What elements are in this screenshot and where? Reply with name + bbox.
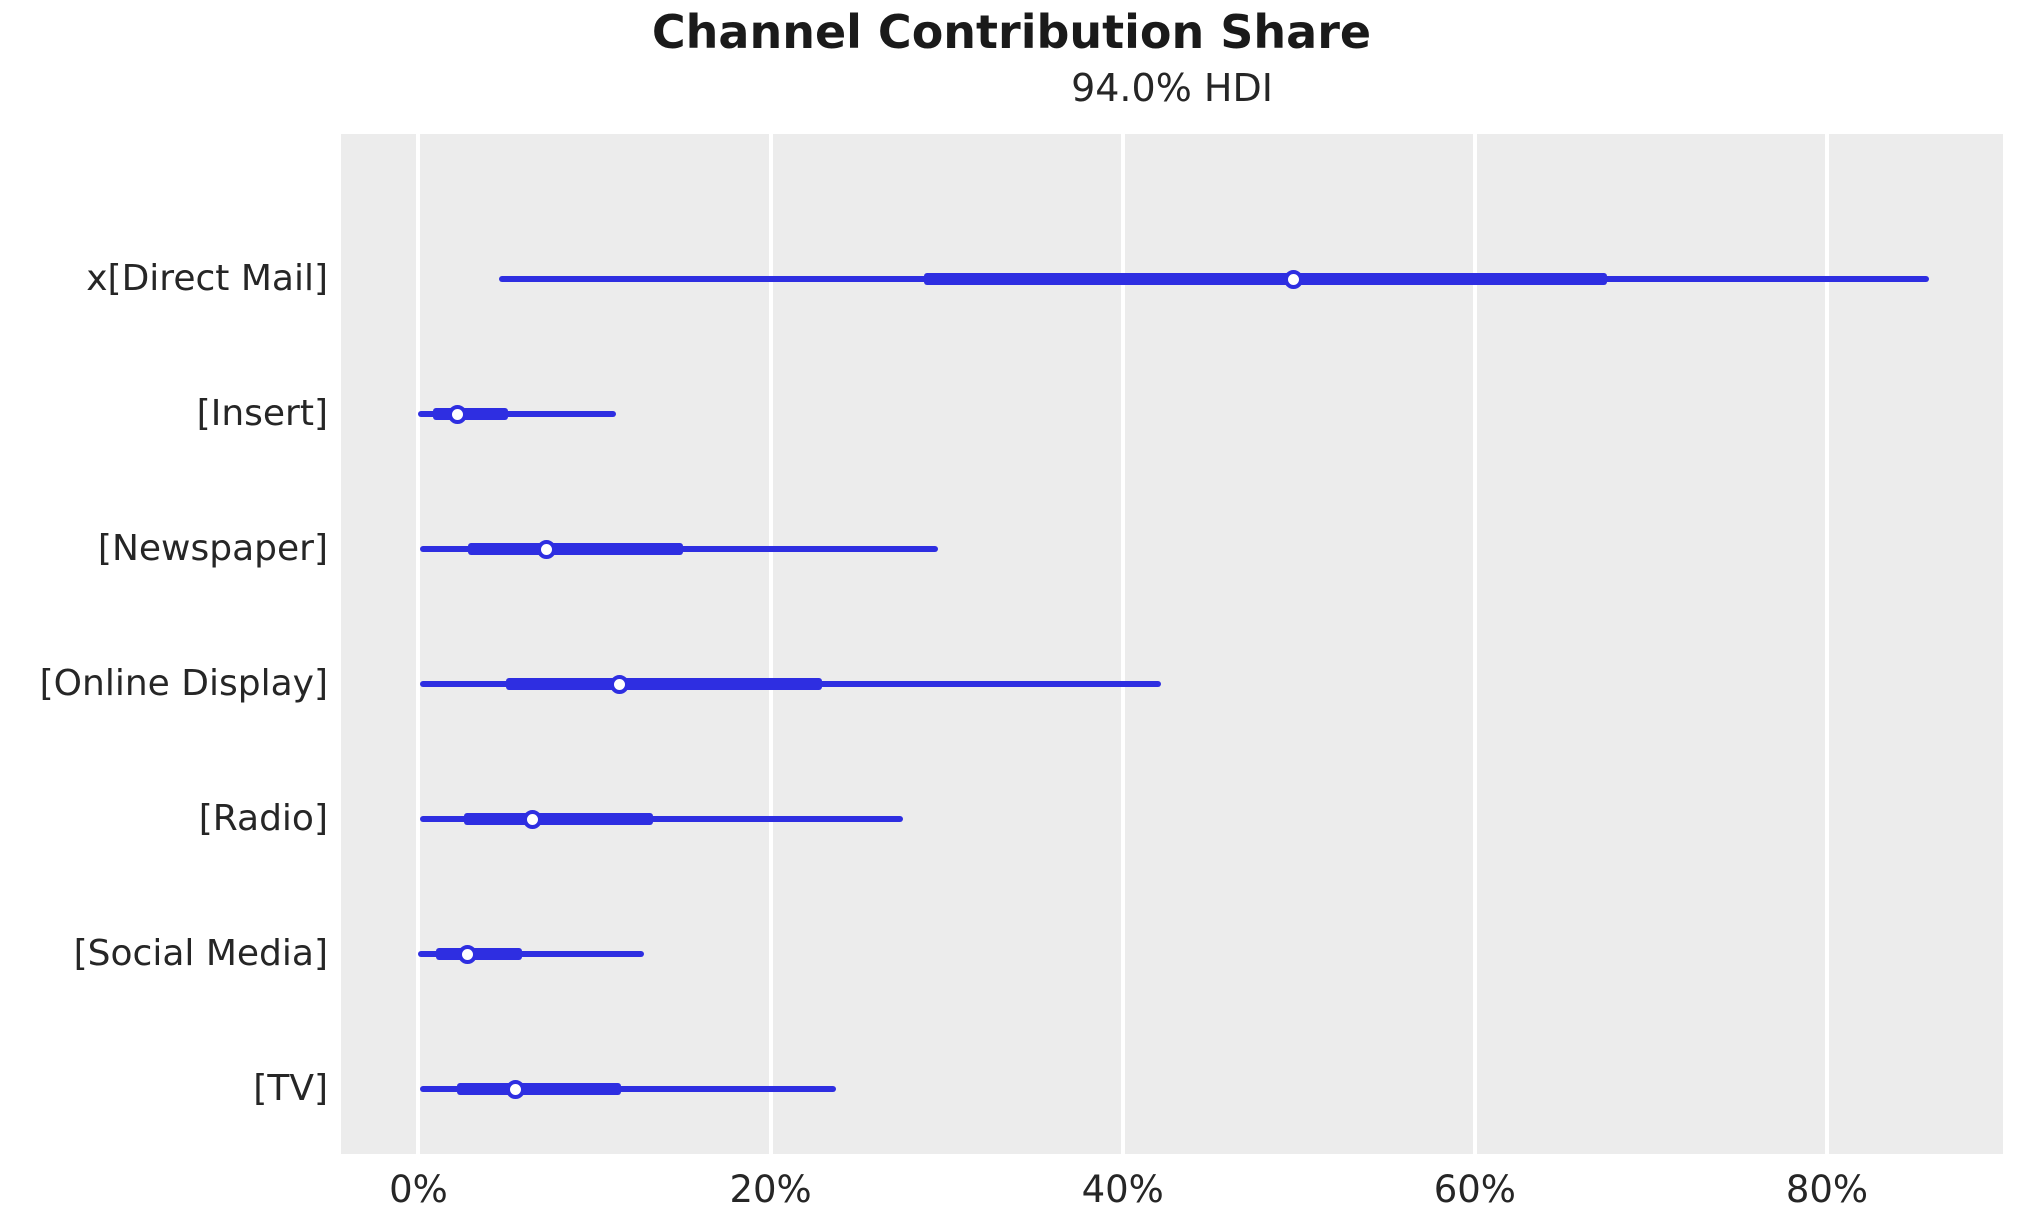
median-marker (537, 539, 557, 559)
gridline-0% (416, 134, 421, 1154)
gridline-60% (1472, 134, 1477, 1154)
median-marker (523, 809, 543, 829)
hdi-inner-quantile-band (436, 948, 523, 960)
hdi-interval-line (418, 951, 644, 957)
plot-area (341, 134, 2003, 1154)
median-marker (609, 674, 629, 694)
gridline-20% (768, 134, 773, 1154)
median-marker (458, 944, 478, 964)
x-tick-label: 20% (729, 1168, 812, 1211)
hdi-interval-line (420, 816, 903, 822)
y-axis-label: [Newspaper] (97, 528, 328, 569)
hdi-inner-quantile-band (432, 408, 509, 420)
hdi-inner-quantile-band (457, 1083, 621, 1095)
y-axis-label: [Online Display] (39, 663, 328, 704)
gridline-40% (1120, 134, 1125, 1154)
y-axis-label: x[Direct Mail] (86, 258, 328, 299)
hdi-inner-quantile-band (506, 678, 822, 690)
median-marker (505, 1079, 525, 1099)
hdi-interval-line (418, 411, 616, 417)
median-marker (447, 404, 467, 424)
y-axis-label: [Social Media] (73, 933, 328, 974)
y-axis-label: [TV] (253, 1068, 328, 1109)
x-tick-label: 40% (1081, 1168, 1164, 1211)
chart-title: Channel Contribution Share (651, 5, 1372, 59)
y-axis-label: [Radio] (198, 798, 328, 839)
chart-subtitle: 94.0% HDI (1071, 66, 1273, 110)
x-tick-label: 0% (389, 1168, 448, 1211)
hdi-inner-quantile-band (464, 813, 653, 825)
x-tick-label: 60% (1433, 1168, 1516, 1211)
y-axis-label: [Insert] (196, 393, 328, 434)
median-marker (1283, 269, 1303, 289)
hdi-interval-line (420, 1086, 836, 1092)
hdi-inner-quantile-band (923, 273, 1607, 285)
hdi-inner-quantile-band (467, 543, 683, 555)
x-tick-label: 80% (1785, 1168, 1869, 1211)
gridline-80% (1824, 134, 1829, 1154)
